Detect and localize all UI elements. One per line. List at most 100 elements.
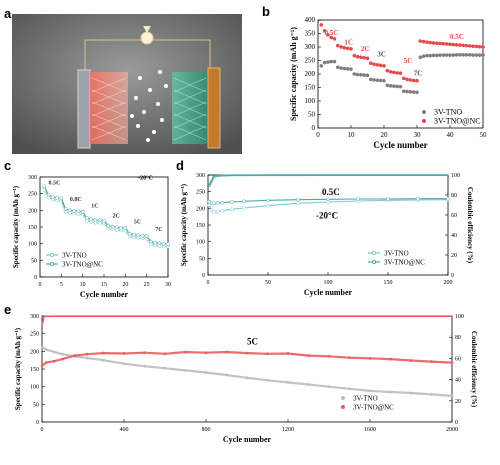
series-line xyxy=(43,186,169,245)
annotation-label: 7C xyxy=(414,69,423,77)
y-tick-label: 150 xyxy=(28,225,37,231)
data-point xyxy=(401,89,406,94)
data-point xyxy=(123,226,128,230)
data-point xyxy=(392,84,396,89)
data-point xyxy=(63,207,68,211)
data-point xyxy=(481,45,485,49)
data-point xyxy=(266,352,269,356)
data-point xyxy=(431,41,436,45)
data-point xyxy=(382,78,386,83)
data-point xyxy=(451,42,456,47)
y-tick-label: 0 xyxy=(36,420,39,426)
x-tick-label: 1600 xyxy=(364,427,376,433)
data-point xyxy=(395,84,400,89)
x-tick-label: 1200 xyxy=(282,427,294,433)
x-tick-label: 50 xyxy=(265,280,271,286)
legend-marker xyxy=(49,252,55,258)
data-point xyxy=(157,241,162,246)
data-point xyxy=(127,231,132,236)
data-point xyxy=(352,72,357,76)
x-tick-label: 20 xyxy=(381,131,389,139)
y-tick-label: 50 xyxy=(308,111,316,119)
data-point xyxy=(335,65,340,70)
data-point xyxy=(122,352,126,355)
data-point xyxy=(416,196,420,201)
panel-label-d: d xyxy=(176,158,184,173)
data-point xyxy=(335,43,340,48)
data-point xyxy=(220,208,225,213)
series-3v-tno-nc xyxy=(207,196,450,206)
data-point xyxy=(242,206,246,210)
data-point xyxy=(355,72,360,77)
series-3v-tno-nc xyxy=(42,184,170,246)
series-ce xyxy=(41,315,452,325)
y-tick-label: 200 xyxy=(305,70,316,78)
data-point xyxy=(110,224,115,229)
data-point xyxy=(444,42,449,46)
data-point xyxy=(296,197,300,202)
data-point xyxy=(143,351,146,355)
data-point xyxy=(114,225,119,230)
data-point xyxy=(388,84,393,88)
data-point xyxy=(448,53,452,57)
annotation-label: 3C xyxy=(377,50,386,58)
data-point xyxy=(149,239,153,244)
y-tick-label: 200 xyxy=(196,206,205,212)
data-point xyxy=(428,53,433,58)
legend-marker xyxy=(49,261,55,267)
data-point xyxy=(230,207,234,212)
x-tick-label: 5 xyxy=(60,282,63,288)
data-point xyxy=(322,28,327,33)
data-point xyxy=(143,364,146,368)
data-point xyxy=(430,392,433,396)
data-point xyxy=(144,234,149,238)
data-point xyxy=(438,53,442,57)
data-point xyxy=(319,64,324,68)
data-point xyxy=(375,62,380,67)
y-tick-label: 150 xyxy=(305,84,316,92)
y2-tick-label: 40 xyxy=(455,378,461,384)
anode-crystal xyxy=(90,72,128,144)
data-point xyxy=(266,198,270,203)
x-tick-label: 30 xyxy=(414,131,422,139)
y-tick-label: 0 xyxy=(202,273,205,279)
y-tick-label: 300 xyxy=(30,314,39,320)
y2-tick-label: 0 xyxy=(451,273,454,279)
data-point xyxy=(68,208,72,213)
data-point xyxy=(307,383,310,386)
legend-label: 3V-TNO xyxy=(384,250,409,258)
data-point xyxy=(365,56,370,61)
data-point xyxy=(441,53,446,57)
data-point xyxy=(76,209,81,214)
y-axis-label: Specific capacity (mAh g⁻¹) xyxy=(12,185,20,268)
data-point xyxy=(329,35,334,40)
data-point xyxy=(163,366,167,370)
data-point xyxy=(215,201,220,205)
data-point xyxy=(322,60,327,65)
legend-marker xyxy=(371,259,377,265)
x-tick-label: 2000 xyxy=(446,427,458,433)
data-point xyxy=(163,352,167,356)
data-point xyxy=(80,209,85,214)
y2-tick-label: 20 xyxy=(451,253,457,259)
y2-tick-label: 40 xyxy=(451,233,457,239)
series-3v-tno xyxy=(207,197,450,214)
y2-tick-label: 100 xyxy=(451,173,460,179)
chart-d-low-temp-cycling: 0 50 100 150 2000501001502002503000204060801… xyxy=(180,173,474,297)
data-point xyxy=(421,39,426,44)
data-point xyxy=(59,196,64,201)
data-point xyxy=(464,52,469,57)
x-tick-label: 150 xyxy=(384,280,393,286)
data-point xyxy=(349,67,353,71)
data-point xyxy=(327,385,331,389)
annotation-label: 5C xyxy=(247,336,258,346)
y2-tick-label: 0 xyxy=(455,420,458,426)
data-point xyxy=(454,42,459,47)
data-point xyxy=(428,40,433,45)
data-point xyxy=(474,53,479,57)
data-point xyxy=(467,52,472,57)
data-point xyxy=(368,389,372,393)
